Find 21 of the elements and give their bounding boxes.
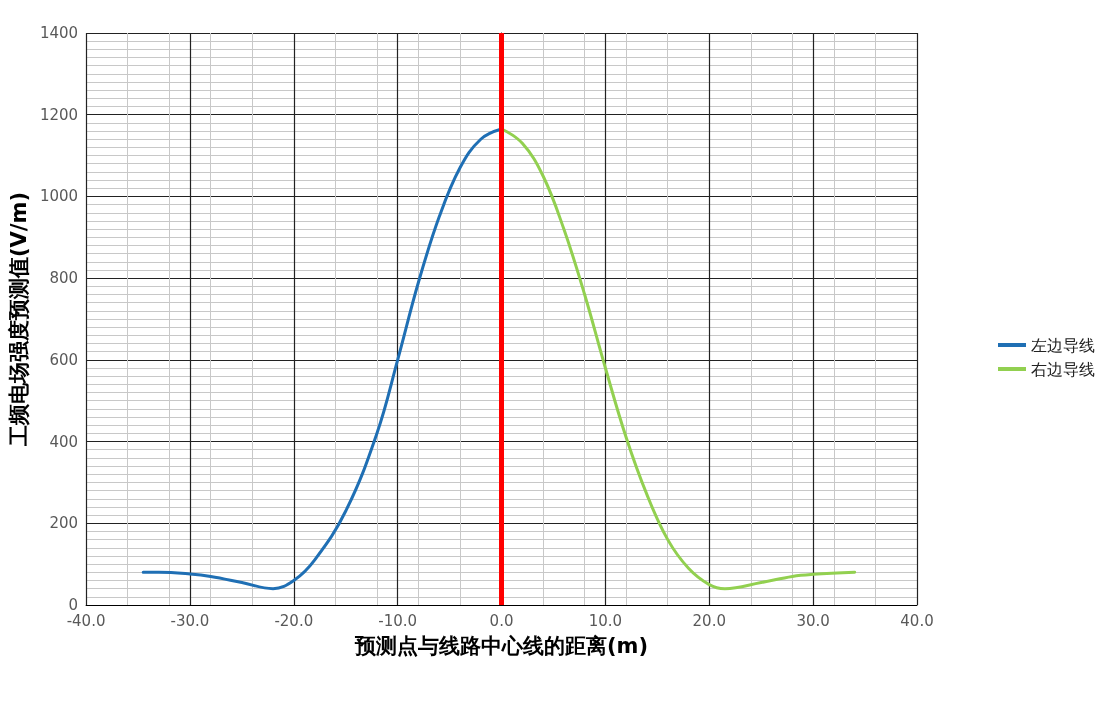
y-tick-label: 1200 [39,105,79,124]
x-tick-label: 20.0 [692,611,726,630]
x-tick-label: 10.0 [588,611,623,630]
y-tick-label: 200 [49,514,79,533]
legend-label: 右边导线 [1031,359,1095,379]
y-tick-label: 1400 [39,24,79,42]
x-axis-title: 预测点与线路中心线的距离(m) [354,633,649,658]
y-axis-title: 工频电场强度预测值(V/m) [6,192,31,447]
x-tick-label: -10.0 [378,611,418,630]
x-tick-label: -30.0 [170,611,210,630]
x-tick-label: 30.0 [796,611,830,630]
y-tick-label: 600 [49,350,79,369]
y-tick-label: 800 [49,269,79,288]
legend-label: 左边导线 [1031,335,1095,355]
y-tick-label: 0 [68,596,79,614]
x-tick-label: -20.0 [274,611,314,630]
y-tick-label: 1000 [39,187,79,206]
x-tick-label: -40.0 [66,611,106,630]
y-tick-label: 400 [49,432,79,451]
x-tick-label: 40.0 [900,611,934,630]
x-tick-label: 0.0 [489,611,514,630]
